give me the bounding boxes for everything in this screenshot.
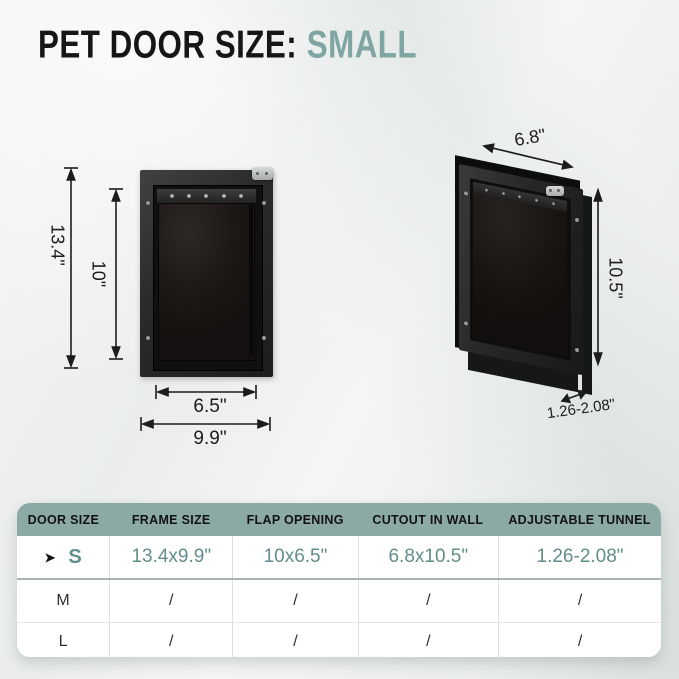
cell-cutout-in-wall: / [357, 623, 499, 657]
table-row-size-s[interactable]: ➤ S 13.4x9.9" 10x6.5" 6.8x10.5" 1.26-2.0… [17, 536, 661, 578]
dim-frame-width: 9.9" [193, 428, 227, 449]
rivet-icon [484, 188, 488, 192]
screw-icon [464, 321, 468, 326]
cell-adjustable-tunnel: / [498, 580, 661, 622]
cell-adjustable-tunnel: / [498, 623, 661, 657]
size-table: DOOR SIZE FRAME SIZE FLAP OPENING CUTOUT… [17, 503, 661, 657]
col-header-cutout-in-wall: CUTOUT IN WALL [372, 512, 484, 527]
screw-icon [146, 201, 150, 205]
screw-icon [262, 201, 266, 205]
pet-door-front-view [140, 170, 273, 377]
cell-cutout-in-wall: 6.8x10.5" [357, 536, 499, 578]
rivet-icon [187, 194, 192, 198]
dim-cutout-height: 10.5" [605, 257, 626, 299]
dim-frame-height: 13.4" [47, 224, 68, 266]
screw-icon [464, 191, 468, 196]
cell-cutout-in-wall: / [357, 580, 499, 622]
rivet-icon [239, 194, 244, 198]
cell-flap-opening: / [232, 623, 357, 657]
col-header-frame-size: FRAME SIZE [131, 512, 211, 527]
dim-tunnel-range: 1.26-2.08" [545, 395, 617, 423]
rivet-icon [221, 194, 226, 198]
door-flap [158, 203, 255, 361]
table-header-row: DOOR SIZE FRAME SIZE FLAP OPENING CUTOUT… [17, 503, 661, 536]
cell-frame-size: / [109, 623, 232, 657]
pet-door-side-view [455, 155, 592, 396]
cell-frame-size: 13.4x9.9" [109, 536, 232, 578]
col-header-flap-opening: FLAP OPENING [246, 512, 344, 527]
rivet-icon [204, 194, 209, 198]
title-highlight: SMALL [306, 22, 418, 66]
dim-flap-width: 6.5" [193, 396, 227, 417]
size-label: S [68, 545, 82, 568]
screw-icon [575, 347, 579, 353]
rivet-icon [518, 195, 522, 199]
rivet-icon [169, 194, 174, 198]
cell-flap-opening: 10x6.5" [232, 536, 357, 578]
cell-frame-size: / [109, 580, 232, 622]
flap-rivet-strip [157, 189, 256, 203]
latch-icon [252, 167, 273, 180]
col-header-adjustable-tunnel: ADJUSTABLE TUNNEL [508, 512, 651, 527]
col-header-door-size: DOOR SIZE [27, 512, 100, 527]
latch-icon [546, 186, 564, 196]
page-title: PET DOOR SIZE: SMALL [38, 22, 417, 67]
screw-icon [575, 217, 579, 223]
cell-size-l: L [58, 632, 68, 650]
dim-cutout-width: 6.8" [512, 124, 548, 151]
rivet-icon [501, 191, 505, 196]
rivet-icon [535, 198, 539, 203]
cell-size-s: ➤ S [17, 536, 109, 578]
dim-flap-height: 10" [88, 260, 109, 288]
screw-icon [146, 336, 150, 340]
cell-flap-opening: / [232, 580, 357, 622]
cell-size-m: M [56, 592, 70, 609]
table-row-size-l[interactable]: L / / / / [17, 622, 661, 657]
cell-adjustable-tunnel: 1.26-2.08" [498, 536, 661, 578]
side-front-frame [459, 164, 583, 376]
selected-arrow-icon: ➤ [44, 549, 56, 565]
title-prefix: PET DOOR SIZE: [38, 22, 298, 66]
flap-side-rail [249, 205, 253, 357]
table-row-size-m[interactable]: M / / / / [17, 578, 661, 622]
rivet-icon [552, 201, 556, 206]
screw-icon [262, 336, 266, 340]
